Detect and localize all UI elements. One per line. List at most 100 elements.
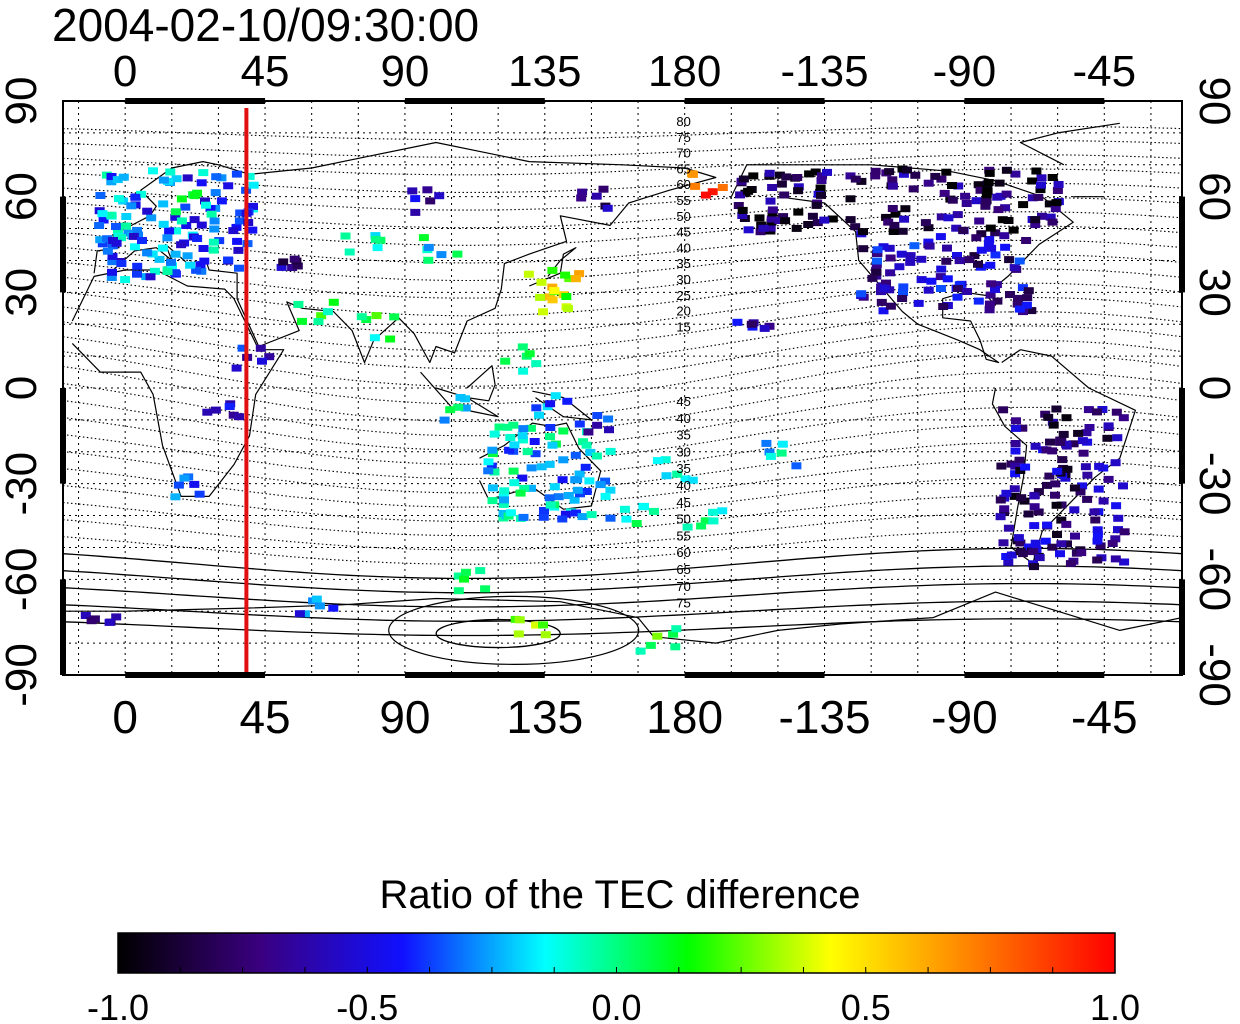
- tec-cell: [1076, 549, 1087, 557]
- tec-cell: [547, 441, 558, 449]
- tec-cell: [947, 182, 957, 189]
- tec-cell: [850, 175, 861, 183]
- tec-cell: [872, 249, 883, 257]
- tec-cell: [223, 256, 234, 264]
- tec-cell: [570, 476, 581, 484]
- tec-cell: [881, 213, 892, 221]
- tec-cell: [1030, 442, 1041, 450]
- tec-cell: [106, 178, 117, 186]
- tec-cell: [539, 507, 549, 514]
- tec-cell: [717, 184, 728, 191]
- tec-cell: [845, 172, 856, 180]
- tec-cell: [515, 489, 526, 497]
- tec-cell: [631, 520, 642, 527]
- tec-cell: [604, 426, 614, 434]
- tec-cell: [986, 280, 997, 288]
- tec-cell: [486, 462, 497, 470]
- tec-cell: [1017, 550, 1028, 558]
- tec-cell: [894, 263, 905, 271]
- tec-cell: [964, 256, 975, 264]
- tec-cell: [580, 463, 591, 471]
- tec-cell: [206, 210, 217, 218]
- tec-cell: [1023, 287, 1034, 295]
- tec-cell: [598, 185, 609, 193]
- tec-cell: [1021, 301, 1032, 309]
- tec-cell: [508, 421, 519, 429]
- tec-cell: [777, 440, 788, 448]
- tec-cell: [994, 179, 1005, 187]
- tec-cell: [322, 308, 333, 316]
- tec-cell: [885, 254, 896, 262]
- tec-cell: [198, 169, 209, 177]
- tec-cell: [372, 244, 383, 252]
- tec-cell: [192, 235, 203, 242]
- tec-cell: [867, 274, 878, 282]
- tec-cell: [765, 452, 776, 460]
- tec-cell: [980, 202, 991, 210]
- tec-cell: [162, 234, 173, 242]
- tec-cell: [954, 257, 965, 265]
- tec-cell: [1009, 264, 1020, 272]
- tec-cell: [182, 252, 193, 260]
- lat-tick-label: 30: [0, 268, 46, 317]
- tec-cell: [996, 462, 1007, 470]
- tec-cell: [422, 186, 433, 194]
- tec-cell: [670, 643, 681, 651]
- contour-line: [63, 459, 1182, 508]
- tec-cell: [1058, 430, 1069, 438]
- contour-line: [63, 477, 1182, 522]
- tec-cell: [264, 353, 275, 361]
- tec-cell: [649, 507, 659, 515]
- tec-cell: [545, 400, 556, 408]
- tec-cell: [960, 192, 971, 200]
- contour-line: [63, 424, 1182, 480]
- tec-cell: [1017, 424, 1028, 432]
- tec-cell: [436, 251, 447, 259]
- contour-label: 25: [676, 288, 690, 303]
- tec-cell: [453, 587, 464, 595]
- contour-label: 30: [676, 272, 690, 287]
- tec-cell: [574, 270, 585, 278]
- tec-cell: [708, 508, 719, 516]
- tec-cell: [189, 192, 200, 200]
- tec-cell: [910, 171, 921, 179]
- contour-line: [63, 547, 1182, 580]
- colorbar-tick-label: -0.5: [336, 987, 398, 1024]
- tec-cell: [189, 480, 200, 488]
- tec-cell: [791, 224, 802, 232]
- contour-line: [63, 618, 1182, 637]
- tec-cell: [423, 243, 434, 251]
- tec-cell: [584, 477, 595, 485]
- contour-label: 45: [676, 394, 690, 409]
- tec-cell: [209, 217, 220, 225]
- tec-cell: [1075, 488, 1086, 496]
- contour-line: [63, 494, 1182, 537]
- tec-cell: [562, 397, 573, 405]
- contour-label: 70: [676, 579, 690, 594]
- tec-cell: [509, 479, 520, 487]
- tec-cell: [545, 424, 556, 431]
- tec-cell: [170, 213, 181, 221]
- tec-cell: [513, 630, 524, 638]
- tec-cell: [176, 241, 187, 249]
- tec-cell: [581, 441, 592, 449]
- contour-line: [63, 168, 1182, 193]
- lat-tick-label: 0: [1190, 376, 1239, 400]
- tec-cell: [176, 195, 187, 203]
- tec-cell: [897, 295, 908, 302]
- tec-cell: [935, 273, 946, 281]
- contour-line: [63, 600, 1182, 622]
- tec-cell: [170, 250, 181, 258]
- tec-cell: [858, 245, 869, 253]
- tec-cell: [905, 258, 916, 266]
- tec-cell: [519, 484, 530, 492]
- tec-cell: [460, 404, 471, 412]
- lon-tick-label: -90: [931, 691, 997, 743]
- contour-line: [63, 353, 1182, 423]
- contour-line: [63, 530, 1182, 565]
- tec-cell: [1097, 406, 1108, 413]
- tec-cell: [191, 266, 202, 274]
- tec-cell: [1045, 213, 1056, 221]
- map-plot: 8075706560555045403530252015454035303540…: [0, 47, 1239, 743]
- tec-cell: [1110, 535, 1121, 543]
